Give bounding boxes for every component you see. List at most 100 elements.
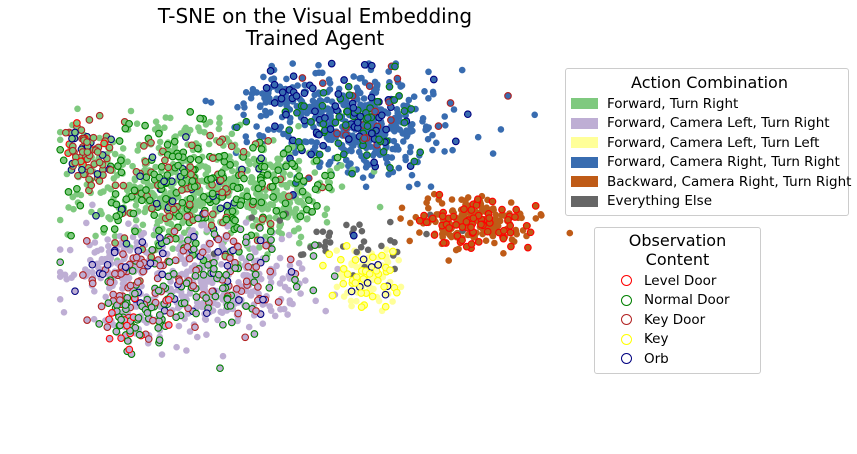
scatter-point (110, 248, 119, 257)
scatter-point (141, 157, 150, 166)
scatter-point (462, 217, 471, 226)
scatter-point (439, 233, 447, 241)
scatter-point (367, 129, 376, 138)
scatter-point (204, 164, 212, 172)
scatter-point (117, 315, 125, 324)
scatter-point (257, 102, 264, 109)
scatter-point (463, 110, 472, 119)
scatter-point (458, 236, 466, 245)
scatter-point (71, 287, 79, 296)
scatter-point (395, 256, 403, 264)
scatter-point (279, 275, 287, 282)
scatter-point (482, 237, 490, 244)
action-legend-item: Everything Else (571, 192, 848, 212)
scatter-point (377, 106, 385, 113)
scatter-point (250, 208, 258, 216)
scatter-point (214, 316, 221, 324)
scatter-point (164, 295, 173, 304)
scatter-point (373, 276, 382, 285)
scatter-point (277, 123, 285, 131)
scatter-point (531, 111, 538, 119)
scatter-point (226, 161, 234, 169)
scatter-point (300, 116, 309, 125)
scatter-point (199, 277, 206, 284)
scatter-point (186, 155, 195, 164)
scatter-point (383, 246, 390, 253)
scatter-point (353, 248, 361, 256)
scatter-point (397, 215, 404, 222)
scatter-point (333, 129, 341, 138)
legend-label: Key Door (644, 311, 706, 328)
scatter-point (380, 282, 388, 291)
scatter-point (343, 270, 352, 278)
legend-label: Forward, Camera Left, Turn Right (607, 115, 830, 132)
scatter-point (181, 260, 189, 267)
scatter-point (189, 245, 198, 254)
scatter-point (378, 251, 386, 260)
scatter-point (236, 201, 245, 209)
scatter-point (111, 150, 119, 158)
scatter-point (102, 293, 109, 301)
scatter-point (326, 229, 334, 237)
scatter-point (196, 127, 204, 135)
scatter-point (348, 169, 356, 178)
scatter-point (216, 204, 225, 213)
scatter-point (126, 247, 134, 254)
scatter-point (284, 145, 293, 153)
scatter-point (207, 175, 215, 183)
scatter-point (340, 101, 348, 109)
scatter-point (178, 178, 186, 187)
scatter-point (359, 255, 368, 264)
scatter-point (91, 288, 98, 295)
scatter-point (219, 320, 227, 329)
scatter-point (333, 247, 341, 254)
scatter-point (395, 92, 403, 100)
scatter-point (59, 156, 68, 165)
scatter-point (265, 283, 274, 292)
scatter-point (276, 254, 284, 262)
scatter-point (313, 202, 321, 210)
scatter-point (424, 135, 432, 143)
action-legend-item: Forward, Camera Left, Turn Left (571, 133, 848, 153)
scatter-point (92, 232, 99, 240)
scatter-point (275, 228, 283, 235)
scatter-point (423, 199, 430, 206)
scatter-point (185, 254, 194, 263)
scatter-point (183, 243, 192, 251)
scatter-point (298, 199, 306, 206)
scatter-point (283, 75, 290, 83)
scatter-point (103, 260, 112, 269)
scatter-point (296, 212, 305, 221)
scatter-point (497, 126, 505, 133)
legend-marker (621, 314, 632, 326)
scatter-point (312, 297, 320, 305)
scatter-point (154, 286, 163, 295)
scatter-point (175, 277, 184, 285)
scatter-point (307, 118, 315, 126)
scatter-point (218, 284, 227, 293)
scatter-point (326, 79, 334, 87)
scatter-point (202, 97, 209, 105)
scatter-point (202, 294, 210, 302)
legend-swatch (571, 117, 598, 129)
scatter-point (155, 311, 164, 319)
scatter-point (95, 158, 104, 167)
scatter-point (119, 145, 127, 152)
scatter-point (294, 82, 301, 89)
scatter-point (184, 236, 192, 245)
scatter-point (65, 204, 72, 211)
scatter-point (333, 164, 341, 172)
scatter-point (498, 205, 506, 214)
scatter-point (78, 165, 86, 174)
scatter-point (394, 109, 402, 117)
scatter-point (414, 180, 421, 188)
scatter-point (252, 307, 260, 315)
scatter-point (111, 269, 119, 278)
scatter-point (267, 236, 275, 244)
scatter-point (251, 270, 260, 279)
scatter-point (125, 220, 132, 227)
scatter-point (260, 73, 267, 81)
scatter-point (357, 243, 365, 251)
scatter-point (244, 262, 253, 271)
scatter-point (297, 233, 305, 241)
